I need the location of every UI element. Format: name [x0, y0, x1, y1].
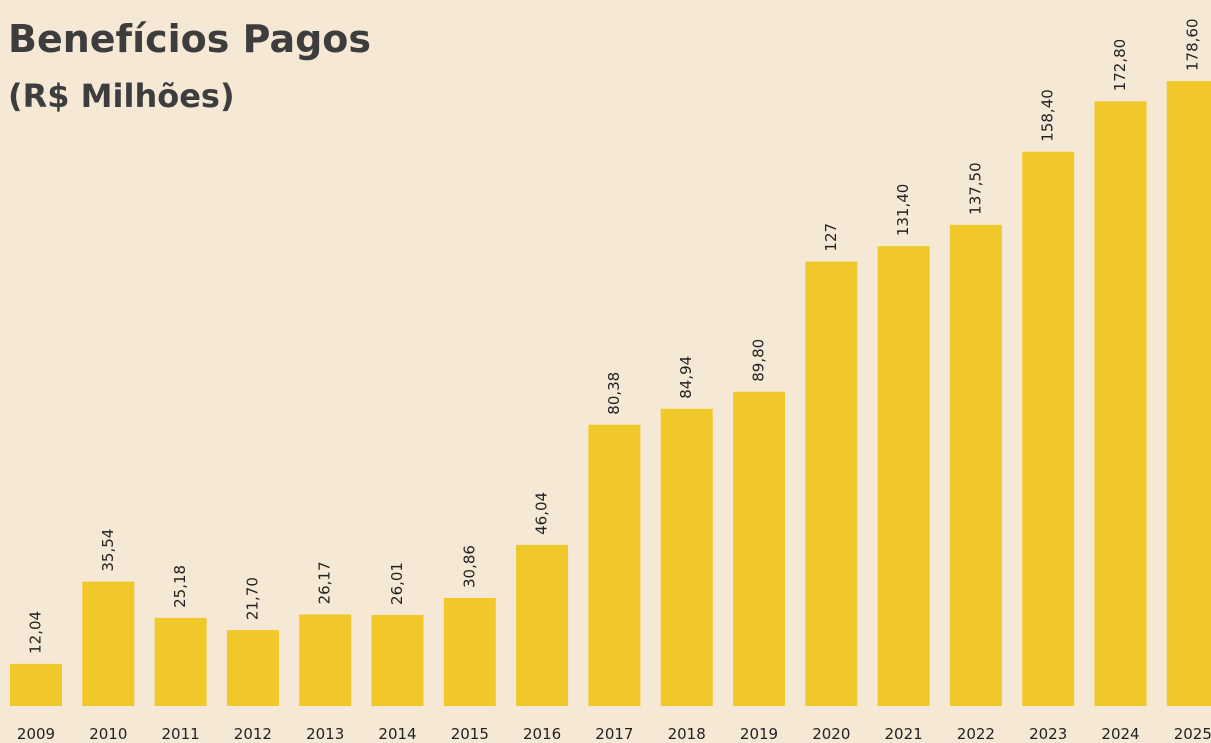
bar: [877, 246, 930, 706]
bar: [1094, 101, 1147, 706]
x-tick-label: 2017: [595, 725, 633, 743]
x-tick-label: 2011: [162, 725, 200, 743]
bar: [371, 614, 424, 706]
value-label: 21,70: [243, 577, 261, 620]
bar: [805, 261, 858, 706]
x-tick-label: 2019: [740, 725, 778, 743]
value-label: 172,80: [1111, 39, 1129, 92]
chart-subtitle: (R$ Milhões): [8, 77, 235, 115]
value-label: 131,40: [894, 184, 912, 237]
x-tick-label: 2023: [1029, 725, 1067, 743]
bar: [660, 408, 713, 706]
value-label: 12,04: [27, 611, 45, 654]
bar: [516, 544, 569, 706]
value-label: 26,01: [388, 562, 406, 605]
value-label: 30,86: [460, 545, 478, 588]
x-tick-label: 2022: [957, 725, 995, 743]
bar: [154, 617, 207, 706]
x-tick-label: 2015: [451, 725, 489, 743]
value-label: 46,04: [533, 492, 551, 535]
value-label: 80,38: [605, 372, 623, 415]
x-tick-label: 2016: [523, 725, 561, 743]
x-tick-label: 2024: [1101, 725, 1139, 743]
x-tick-label: 2021: [885, 725, 923, 743]
value-label: 158,40: [1039, 89, 1057, 142]
x-tick-label: 2009: [17, 725, 55, 743]
bar: [733, 391, 785, 706]
chart-title: Benefícios Pagos: [8, 17, 371, 61]
bar: [443, 598, 496, 706]
x-tick-label: 2013: [306, 725, 344, 743]
bar: [226, 630, 279, 706]
x-tick-label: 2010: [89, 725, 127, 743]
value-label: 84,94: [677, 356, 695, 399]
value-label: 127: [822, 223, 840, 252]
bar: [299, 614, 352, 706]
bar: [588, 424, 641, 706]
x-tick-label: 2014: [378, 725, 416, 743]
value-label: 137,50: [966, 162, 984, 215]
x-tick-label: 2018: [668, 725, 706, 743]
value-label: 26,17: [316, 561, 334, 604]
x-tick-label: 2020: [812, 725, 850, 743]
bar: [82, 581, 135, 706]
bar: [949, 224, 1002, 707]
bar: [1022, 151, 1075, 706]
value-label: 25,18: [171, 565, 189, 608]
bar: [1166, 81, 1211, 706]
x-tick-label: 2012: [234, 725, 272, 743]
bar: [10, 663, 62, 706]
value-label: 89,80: [750, 339, 768, 382]
value-label: 35,54: [99, 529, 117, 572]
value-label: 178,60: [1183, 19, 1201, 72]
x-tick-label: 2025: [1174, 725, 1211, 743]
